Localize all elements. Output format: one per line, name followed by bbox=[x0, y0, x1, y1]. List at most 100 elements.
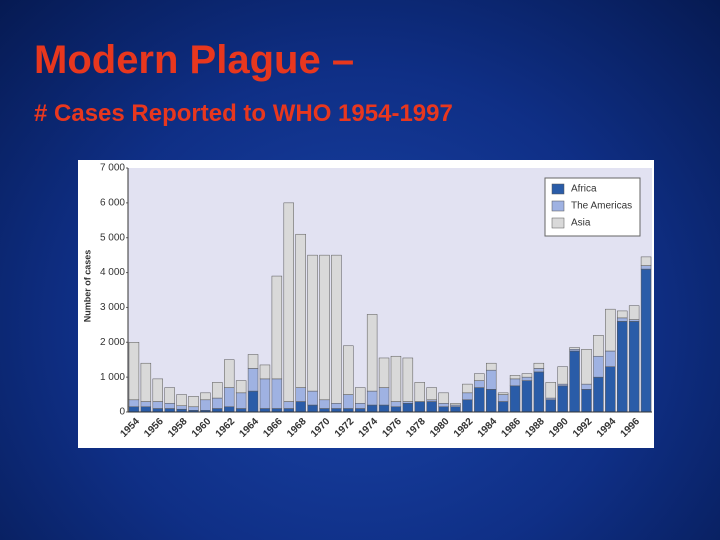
bar-segment bbox=[176, 394, 187, 406]
bar-segment bbox=[355, 403, 366, 409]
bar-segment bbox=[331, 403, 342, 409]
bar-segment bbox=[438, 406, 449, 413]
bar-segment bbox=[617, 321, 628, 413]
bar-segment bbox=[224, 359, 235, 388]
bar-segment bbox=[486, 362, 497, 371]
bar-segment bbox=[235, 380, 247, 394]
bar-segment bbox=[497, 401, 509, 413]
legend-swatch bbox=[551, 200, 565, 212]
y-tick-label: 2 000 bbox=[100, 337, 125, 348]
bar-segment bbox=[366, 404, 378, 413]
bar-segment bbox=[164, 408, 175, 413]
bar-segment bbox=[378, 357, 390, 388]
bar-segment bbox=[378, 387, 390, 406]
bar-segment bbox=[247, 390, 259, 413]
bar-segment bbox=[295, 401, 306, 413]
bar-segment bbox=[343, 408, 354, 413]
bar-segment bbox=[235, 408, 247, 413]
y-tick-label: 6 000 bbox=[100, 197, 125, 208]
bar-segment bbox=[200, 399, 211, 411]
legend-swatch bbox=[551, 183, 565, 195]
bar-segment bbox=[569, 347, 580, 350]
bar-segment bbox=[462, 392, 473, 401]
bar-segment bbox=[414, 382, 425, 402]
bar-segment bbox=[402, 403, 414, 413]
bar-segment bbox=[200, 392, 211, 401]
legend-swatch bbox=[551, 217, 565, 229]
bar-segment bbox=[319, 408, 330, 413]
bar-segment bbox=[259, 378, 271, 409]
bar-segment bbox=[283, 408, 294, 413]
bar-segment bbox=[557, 385, 568, 413]
legend-label: Asia bbox=[571, 218, 591, 229]
bar-segment bbox=[188, 406, 199, 411]
bar-segment bbox=[450, 406, 461, 413]
bar-segment bbox=[640, 256, 652, 266]
bar-segment bbox=[307, 404, 318, 413]
bar-segment bbox=[497, 394, 509, 402]
bar-segment bbox=[390, 355, 402, 402]
bar-segment bbox=[617, 317, 628, 322]
bar-segment bbox=[426, 387, 437, 401]
bar-segment bbox=[152, 378, 163, 402]
bar-segment bbox=[271, 378, 283, 409]
bar-segment bbox=[617, 310, 628, 319]
bar-segment bbox=[426, 399, 437, 402]
bar-segment bbox=[640, 268, 652, 413]
bar-segment bbox=[462, 399, 473, 413]
y-axis-label: Number of cases bbox=[82, 250, 92, 323]
bar-segment bbox=[593, 355, 604, 378]
y-tick-label: 4 000 bbox=[100, 267, 125, 278]
bar-segment bbox=[164, 403, 175, 409]
bar-segment bbox=[521, 380, 533, 413]
bar-segment bbox=[331, 254, 342, 404]
bar-segment bbox=[521, 376, 533, 381]
bar-segment bbox=[271, 275, 283, 380]
bar-segment bbox=[605, 350, 616, 367]
bar-segment bbox=[212, 397, 223, 409]
bar-segment bbox=[259, 408, 271, 413]
bar-segment bbox=[307, 254, 318, 392]
bar-segment bbox=[212, 408, 223, 413]
bar-segment bbox=[593, 376, 604, 413]
y-tick-label: 7 000 bbox=[100, 163, 125, 174]
bar-segment bbox=[414, 401, 425, 413]
bar-segment bbox=[581, 383, 592, 390]
bar-segment bbox=[283, 401, 294, 409]
bar-segment bbox=[545, 397, 556, 401]
bar-segment bbox=[569, 350, 580, 413]
legend-label: Africa bbox=[571, 184, 597, 195]
bar-segment bbox=[402, 357, 414, 402]
bar-segment bbox=[343, 345, 354, 395]
bar-segment bbox=[366, 390, 378, 406]
bar-segment bbox=[521, 373, 533, 378]
y-tick-label: 0 bbox=[119, 407, 125, 418]
bar-segment bbox=[319, 254, 330, 401]
bar-segment bbox=[283, 202, 294, 402]
bar-segment bbox=[164, 387, 175, 404]
bar-segment bbox=[390, 401, 402, 408]
bar-segment bbox=[331, 408, 342, 413]
bar-segment bbox=[128, 342, 140, 401]
y-tick-label: 3 000 bbox=[100, 302, 125, 313]
bar-segment bbox=[319, 399, 330, 409]
bar-segment bbox=[438, 392, 449, 404]
bar-segment bbox=[140, 401, 152, 408]
slide-subtitle: # Cases Reported to WHO 1954-1997 bbox=[34, 100, 453, 127]
bar-segment bbox=[140, 362, 152, 402]
bar-segment bbox=[426, 401, 437, 413]
bar-segment bbox=[557, 366, 568, 385]
bar-segment bbox=[593, 335, 604, 357]
bar-segment bbox=[152, 401, 163, 409]
bar-segment bbox=[581, 349, 592, 385]
bar-segment bbox=[545, 382, 556, 399]
bar-segment bbox=[295, 387, 306, 402]
bar-segment bbox=[259, 364, 271, 380]
bar-segment bbox=[605, 308, 616, 352]
bar-segment bbox=[450, 403, 461, 406]
bar-segment bbox=[366, 314, 378, 392]
bar-segment bbox=[497, 392, 509, 395]
bar-segment bbox=[224, 406, 235, 413]
bar-segment bbox=[128, 399, 140, 408]
